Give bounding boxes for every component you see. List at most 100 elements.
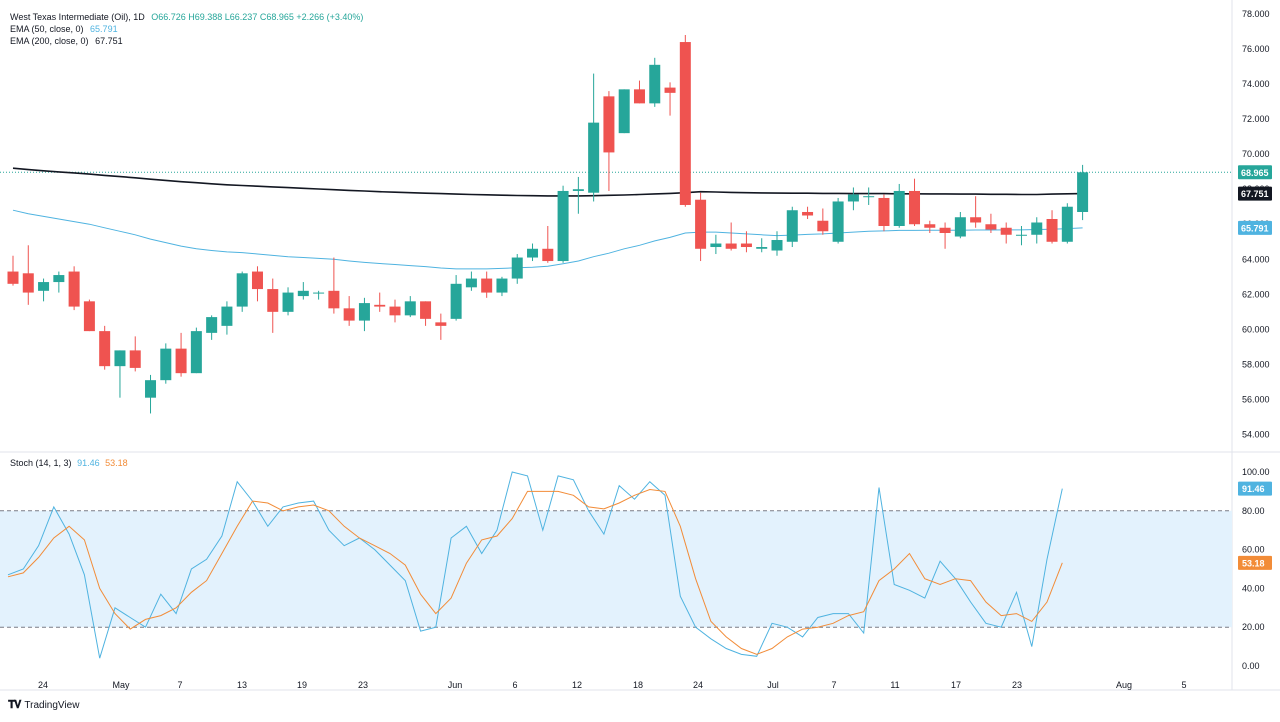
candle-body (618, 89, 630, 134)
candle-body (435, 322, 447, 326)
stoch-legend-d: 53.18 (105, 458, 128, 468)
candle-body (1077, 172, 1089, 212)
candle-body (251, 271, 263, 290)
price-axis-tick: 70.000 (1242, 149, 1270, 159)
candle-body (160, 348, 172, 381)
price-axis-tick: 56.000 (1242, 394, 1270, 404)
candle-body (511, 257, 523, 279)
candle-body (954, 217, 966, 237)
last-price-badge: 68.965 (1241, 168, 1269, 178)
candle-body (99, 331, 111, 367)
legend-ohlc: West Texas Intermediate (Oil), 1D O66.72… (10, 11, 363, 23)
tradingview-icon: 𝐓𝐕 (8, 699, 21, 711)
time-axis-tick: 23 (358, 680, 368, 690)
candle-body (175, 348, 187, 374)
ema200-badge-bg (1238, 186, 1272, 201)
candle-body (328, 290, 340, 309)
candle-body (863, 196, 875, 198)
candle-body (7, 271, 19, 284)
time-axis-tick: 18 (633, 680, 643, 690)
candle-body (572, 189, 584, 191)
candle-body (313, 292, 325, 294)
candle-body (633, 89, 645, 104)
tradingview-label: TradingView (24, 700, 80, 711)
candle-body (22, 273, 34, 293)
stoch-axis-tick: 80.00 (1242, 506, 1265, 516)
candle-body (343, 308, 355, 321)
price-axis-tick: 64.000 (1242, 254, 1270, 264)
candle-body (527, 248, 539, 258)
candle-body (893, 190, 905, 226)
ema50-badge: 65.791 (1241, 223, 1269, 233)
tradingview-logo[interactable]: 𝐓𝐕 TradingView (8, 699, 79, 712)
legend-ema200-label: EMA (200, close, 0) (10, 36, 89, 46)
price-axis-tick: 60.000 (1242, 324, 1270, 334)
ema50-badge-bg (1238, 220, 1272, 235)
candle-body (374, 304, 386, 307)
time-axis-tick: 19 (297, 680, 307, 690)
stoch-axis-tick: 100.00 (1242, 467, 1270, 477)
candle-body (1031, 222, 1043, 235)
candle-body (236, 273, 248, 307)
stoch-k-badge: 91.46 (1242, 484, 1265, 494)
candle-body (221, 306, 233, 326)
candle-body (267, 289, 279, 312)
time-axis-tick: May (112, 680, 130, 690)
stoch-axis-tick: 60.00 (1242, 545, 1265, 555)
candle-body (557, 190, 569, 262)
candle-body (1061, 206, 1073, 242)
stoch-band (0, 510, 1232, 628)
stoch-axis-tick: 0.00 (1242, 661, 1260, 671)
stoch-legend-label: Stoch (14, 1, 3) (10, 458, 72, 468)
stoch-k-badge-bg (1238, 481, 1272, 496)
candle-body (450, 283, 462, 319)
price-axis-tick: 62.000 (1242, 289, 1270, 299)
candle-body (358, 303, 370, 321)
legend-ema200-value: 67.751 (95, 36, 123, 46)
time-axis-tick: 24 (693, 680, 703, 690)
candle-body (481, 278, 493, 293)
stoch-axis-tick: 20.00 (1242, 622, 1265, 632)
candle-body (465, 278, 477, 288)
legend-ohlc-values: O66.726 H69.388 L66.237 C68.965 +2.266 (… (151, 12, 364, 22)
candle-body (924, 224, 936, 228)
price-axis-tick: 78.000 (1242, 9, 1270, 19)
candle-body (542, 248, 554, 262)
candle-body (420, 301, 432, 319)
ema200-badge: 67.751 (1241, 189, 1269, 199)
candle-body (83, 301, 95, 332)
candle-body (404, 301, 416, 316)
candle-body (1000, 227, 1012, 235)
candle-body (53, 275, 65, 283)
stoch-d-badge-bg (1238, 555, 1272, 570)
ema50-line (12, 209, 1083, 270)
price-axis-tick: 72.000 (1242, 114, 1270, 124)
time-axis-tick: 13 (237, 680, 247, 690)
candle-body (68, 271, 80, 307)
time-axis-tick: 17 (951, 680, 961, 690)
candle-body (679, 42, 691, 205)
price-axis-tick: 54.000 (1242, 429, 1270, 439)
candle-body (1015, 234, 1027, 236)
time-axis-tick: 6 (512, 680, 517, 690)
legend-ema50-label: EMA (50, close, 0) (10, 24, 84, 34)
candle-body (603, 96, 615, 153)
price-axis-tick: 76.000 (1242, 44, 1270, 54)
stoch-legend: Stoch (14, 1, 3) 91.46 53.18 (10, 458, 128, 468)
candle-body (802, 211, 814, 216)
candle-body (282, 292, 294, 312)
candle-body (725, 243, 737, 249)
last-price-badge-bg (1238, 165, 1272, 180)
price-axis-tick: 74.000 (1242, 79, 1270, 89)
candle-body (909, 190, 921, 225)
price-axis-tick: 58.000 (1242, 359, 1270, 369)
candle-body (206, 317, 218, 333)
candle-body (939, 227, 951, 234)
candle-body (1046, 218, 1058, 242)
legend-ema200: EMA (200, close, 0) 67.751 (10, 35, 123, 47)
candle-body (145, 380, 157, 398)
time-axis-tick: Jun (448, 680, 463, 690)
legend-symbol: West Texas Intermediate (Oil), 1D (10, 12, 145, 22)
